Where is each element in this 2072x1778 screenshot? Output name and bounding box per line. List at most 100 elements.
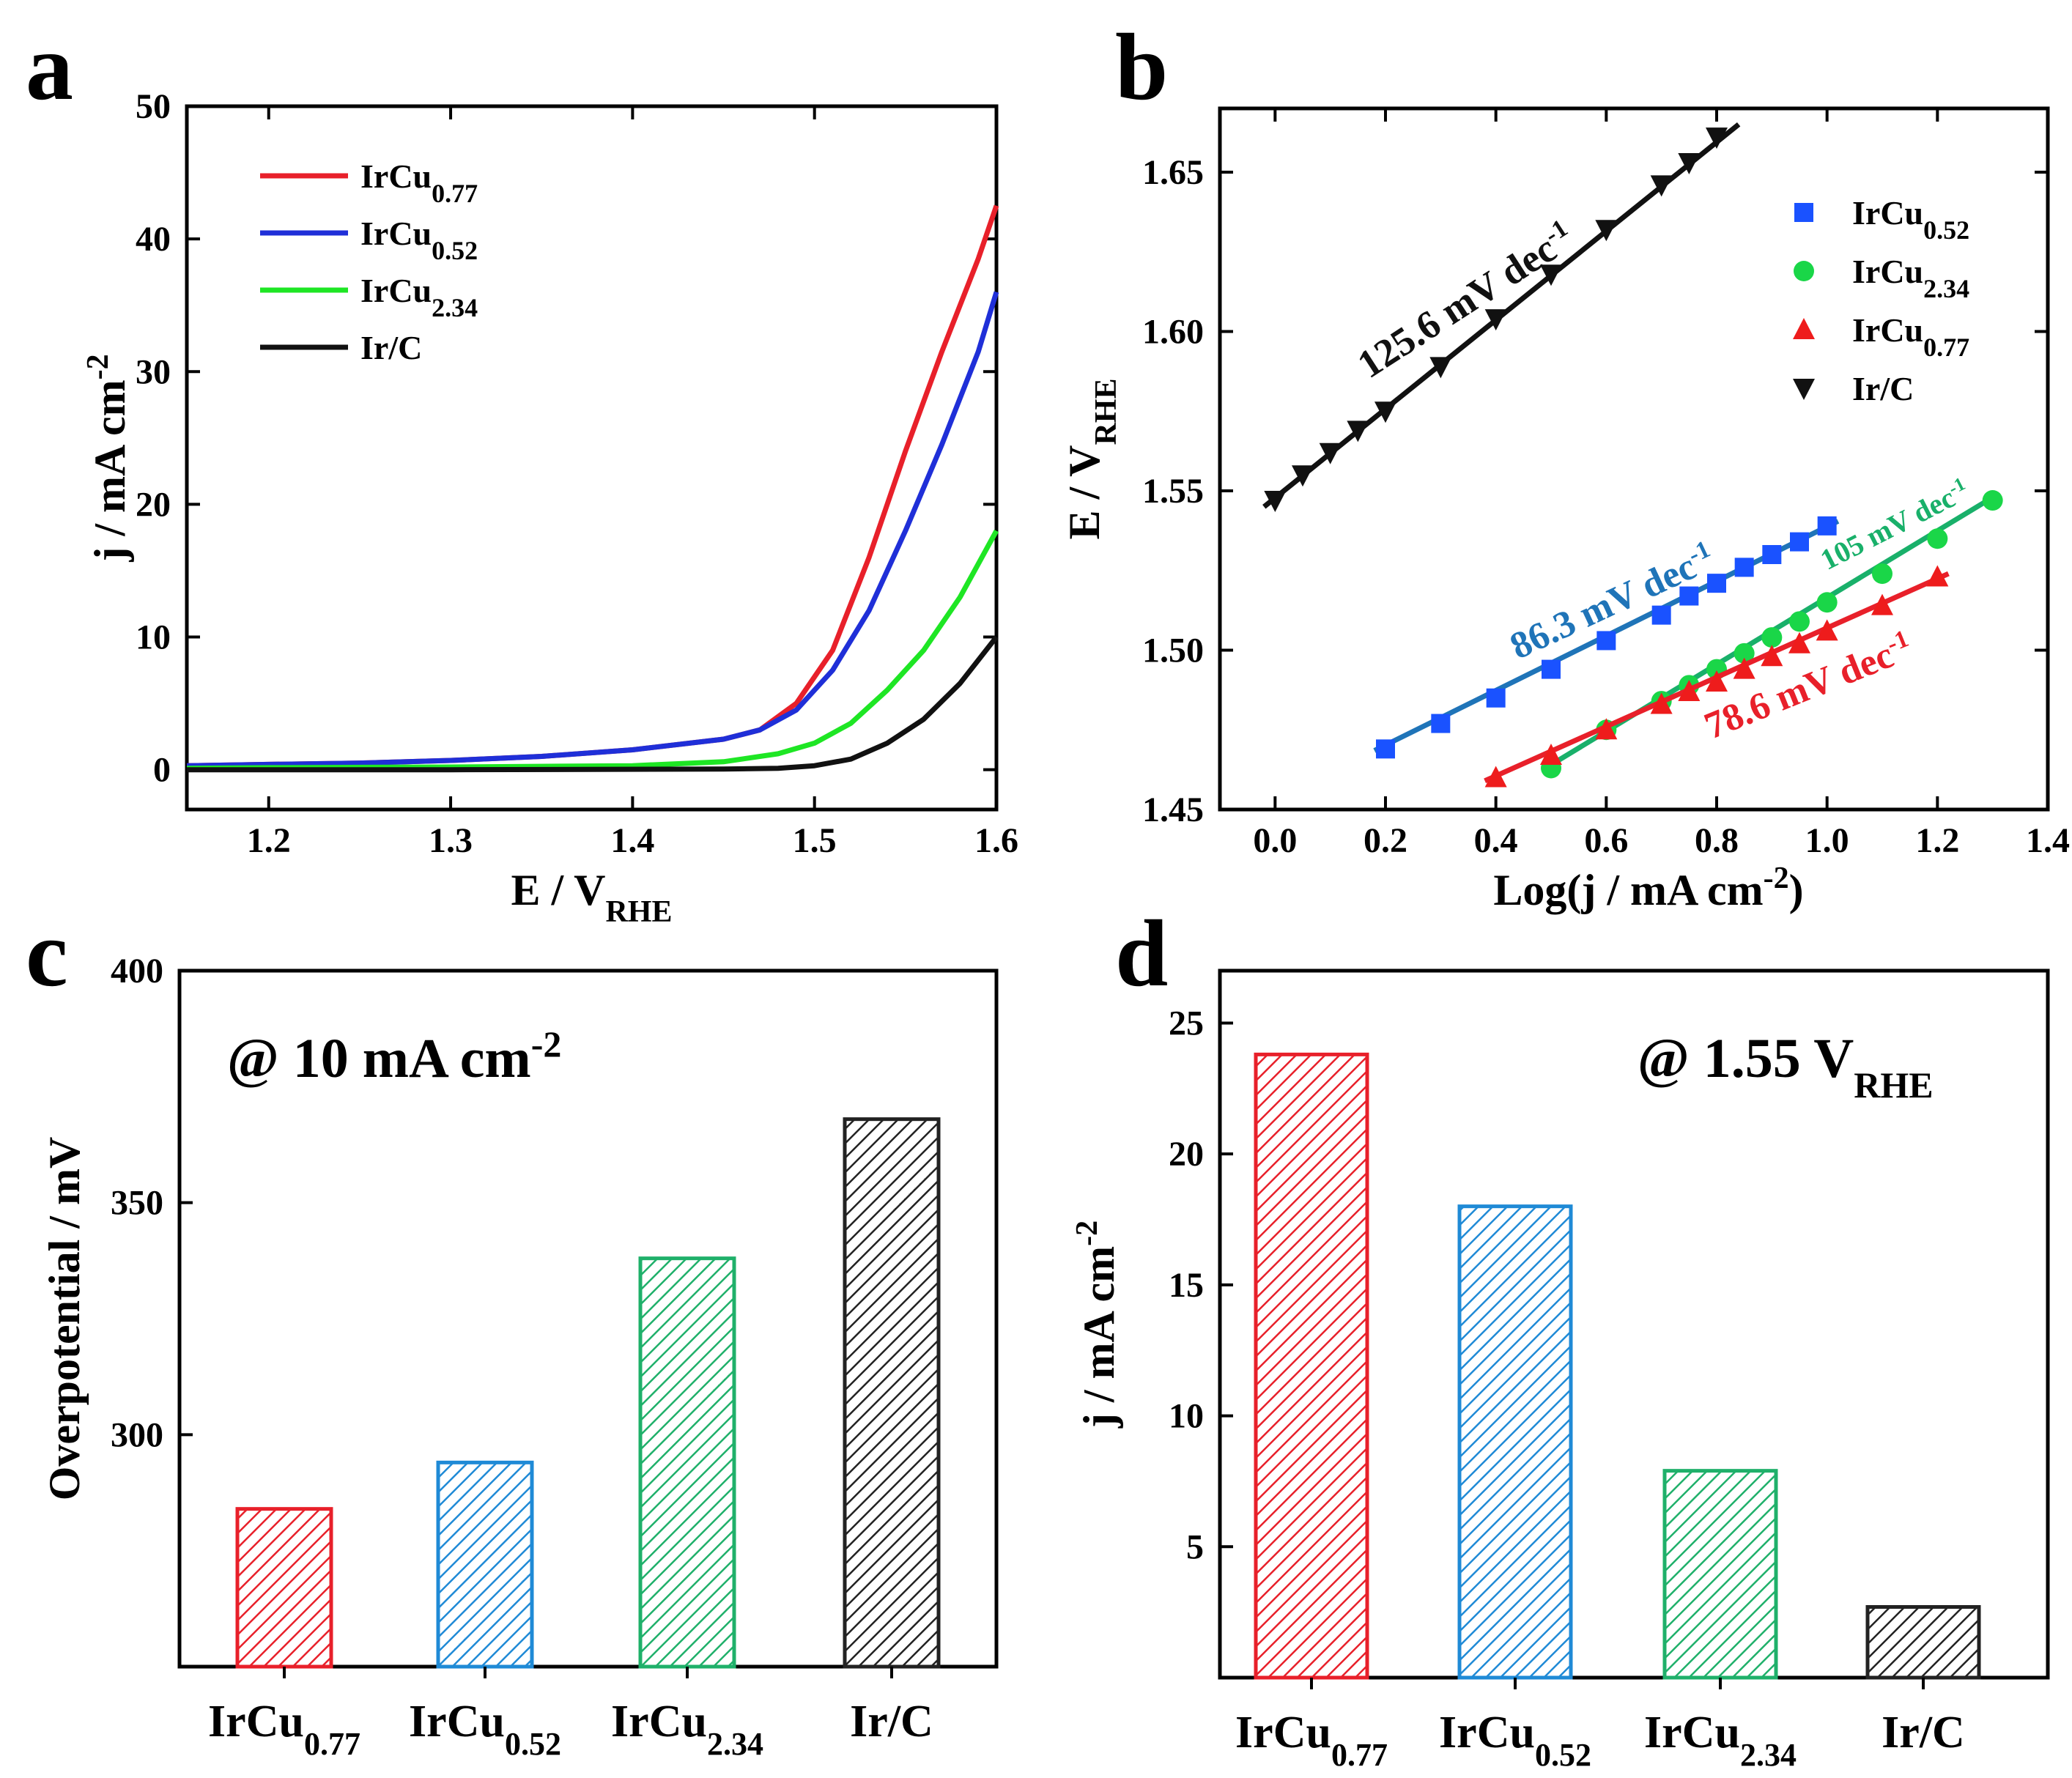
data-point-IrCu2.34 — [1927, 528, 1948, 549]
x-tick-label: 0.8 — [1695, 821, 1739, 860]
panel-a-frame — [185, 104, 999, 812]
x-tick-label: 1.2 — [247, 821, 291, 860]
y-tick-label: 1.65 — [1142, 153, 1204, 192]
bar-2 — [1662, 1469, 1778, 1680]
y-axis-label: E / VRHE — [1060, 379, 1123, 540]
data-point-IrCu0.77 — [1871, 593, 1893, 615]
y-tick-label: 40 — [136, 220, 171, 259]
y-tick-label: 1.45 — [1142, 790, 1204, 829]
data-point-Ir/C — [1678, 152, 1701, 174]
y-tick-label: 10 — [1169, 1397, 1204, 1436]
data-point-IrCu0.52 — [1542, 659, 1561, 679]
data-point-IrCu0.77 — [1733, 657, 1755, 679]
category-label: IrCu2.34 — [1644, 1708, 1797, 1773]
y-tick-label: 1.50 — [1142, 631, 1204, 670]
category-label: IrCu0.77 — [208, 1697, 360, 1762]
x-tick-label: 0.4 — [1474, 821, 1518, 860]
legend-marker — [1793, 318, 1815, 339]
condition-note: @ 10 mA cm-2 — [227, 1023, 561, 1089]
data-point-IrCu2.34 — [1816, 592, 1838, 613]
data-point-IrCu0.52 — [1376, 739, 1395, 759]
y-tick-label: 15 — [1169, 1266, 1204, 1305]
y-tick-label: 10 — [136, 618, 171, 657]
data-point-IrCu0.52 — [1707, 574, 1726, 593]
data-point-IrCu0.52 — [1596, 631, 1616, 651]
x-axis-label: Log(j / mA cm-2) — [1493, 862, 1803, 914]
data-point-IrCu0.77 — [1540, 744, 1562, 766]
y-axis-label: j / mA cm-2 — [1070, 1220, 1123, 1429]
y-tick-label: 350 — [111, 1184, 163, 1223]
x-tick-label: 0.6 — [1584, 821, 1628, 860]
data-point-IrCu0.52 — [1651, 605, 1671, 625]
data-point-IrCu0.52 — [1790, 532, 1809, 552]
data-point-IrCu0.77 — [1926, 565, 1949, 587]
panel-label-b: b — [1115, 15, 1168, 120]
data-point-IrCu0.77 — [1650, 692, 1673, 714]
condition-note: @ 1.55 VRHE — [1638, 1028, 1934, 1105]
data-point-Ir/C — [1706, 127, 1728, 149]
data-point-IrCu2.34 — [1789, 611, 1810, 632]
data-point-IrCu0.52 — [1734, 558, 1754, 577]
data-point-Ir/C — [1540, 264, 1562, 286]
y-tick-label: 25 — [1169, 1004, 1204, 1042]
data-point-IrCu2.34 — [1761, 627, 1783, 648]
data-point-IrCu0.77 — [1788, 631, 1810, 653]
y-tick-label: 30 — [136, 352, 171, 391]
legend-marker — [1793, 379, 1815, 400]
y-tick-label: 50 — [136, 87, 171, 126]
y-tick-label: 1.55 — [1142, 472, 1204, 511]
legend-label: IrCu2.34 — [1852, 253, 1969, 303]
panel-label-c: c — [26, 901, 68, 1007]
data-point-IrCu2.34 — [1872, 563, 1892, 585]
x-tick-label: 1.4 — [2026, 821, 2070, 860]
panel-label-a: a — [26, 15, 73, 120]
legend-label: Ir/C — [1852, 370, 1914, 407]
x-tick-label: 1.5 — [793, 821, 837, 860]
x-tick-label: 1.6 — [974, 821, 1018, 860]
series-line-IrCu2.34 — [186, 529, 999, 771]
data-point-IrCu0.77 — [1816, 619, 1838, 641]
panel-d-current-density-bar-chart: 5 10 15 20 25 IrCu0.77 IrCu0.52 IrCu2.34 Ir/C @ 1… — [1070, 968, 2050, 1773]
data-point-IrCu0.77 — [1761, 645, 1783, 667]
data-point-Ir/C — [1484, 309, 1507, 331]
y-tick-label: 400 — [111, 952, 163, 990]
y-tick-label: 5 — [1186, 1527, 1204, 1566]
panel-b-frame — [1218, 106, 2050, 812]
legend-label: IrCu0.77 — [1852, 311, 1969, 362]
bar-1 — [436, 1460, 534, 1669]
data-point-IrCu0.52 — [1762, 545, 1782, 564]
bar-0 — [1254, 1052, 1369, 1680]
slope-annotation: 78.6 mV dec-1 — [1698, 625, 1919, 748]
data-point-Ir/C — [1429, 357, 1452, 379]
data-point-Ir/C — [1650, 175, 1673, 197]
x-axis-label: E / VRHE — [511, 866, 673, 929]
data-point-IrCu0.77 — [1706, 670, 1728, 692]
category-label: Ir/C — [1882, 1708, 1965, 1757]
category-label: IrCu2.34 — [611, 1697, 763, 1762]
panel-b-tafel-chart: 0.0 0.2 0.4 0.6 0.8 1.0 1.2 1.4 1.45 1.50 1.55 1.60… — [1060, 106, 2070, 914]
legend-label: IrCu0.77 — [360, 158, 478, 208]
panel-c-frame — [177, 968, 999, 1669]
category-label: IrCu0.77 — [1235, 1708, 1388, 1773]
data-point-IrCu0.52 — [1431, 714, 1451, 733]
bar-0 — [235, 1507, 333, 1669]
data-point-IrCu0.77 — [1484, 766, 1507, 788]
bar-1 — [1457, 1204, 1573, 1680]
data-point-IrCu2.34 — [1982, 490, 2003, 511]
bar-2 — [638, 1256, 736, 1669]
bar-3 — [843, 1117, 941, 1669]
data-point-Ir/C — [1319, 442, 1342, 464]
y-tick-label: 1.60 — [1142, 313, 1204, 352]
legend-label: IrCu0.52 — [1852, 194, 1969, 245]
bar-3 — [1865, 1605, 1981, 1680]
data-point-IrCu2.34 — [1734, 642, 1755, 664]
panel-c-overpotential-bar-chart: 300 350 400 IrCu0.77 IrCu0.52 IrCu2.34 Ir/C @ 1… — [40, 952, 999, 1762]
x-tick-label: 1.2 — [1915, 821, 1959, 860]
x-tick-label: 0.0 — [1253, 821, 1297, 860]
y-axis-label: Overpotential / mV — [40, 1137, 89, 1501]
x-tick-label: 1.4 — [610, 821, 654, 860]
legend-label: Ir/C — [360, 329, 422, 366]
data-point-IrCu0.52 — [1817, 516, 1837, 536]
y-tick-label: 20 — [1169, 1135, 1204, 1174]
